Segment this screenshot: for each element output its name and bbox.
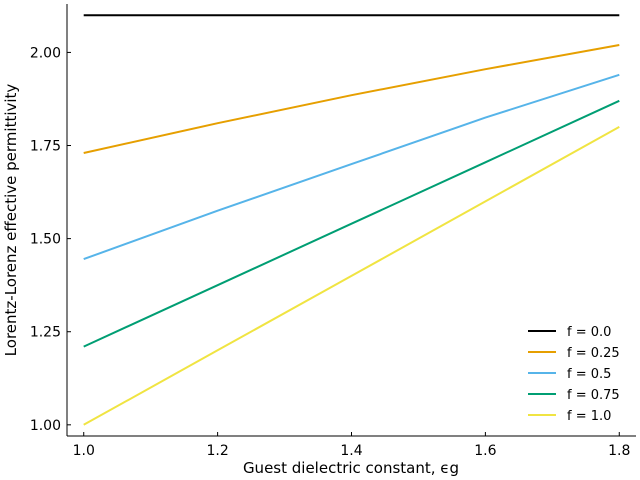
- y-tick-label: 2.00: [30, 45, 61, 61]
- series-line: [83, 126, 620, 426]
- legend-label: f = 1.0: [567, 409, 611, 424]
- series-line: [83, 44, 620, 154]
- legend-label: f = 0.25: [567, 346, 620, 361]
- axes: [66, 4, 636, 437]
- legend: f = 0.0 f = 0.25 f = 0.5 f = 0.75 f = 1.0: [528, 325, 620, 424]
- legend-label: f = 0.0: [567, 325, 611, 340]
- y-tick-label: 1.50: [30, 232, 61, 248]
- legend-label: f = 0.5: [567, 367, 611, 382]
- series-line: [83, 73, 620, 261]
- y-axis-label: Lorentz-Lorenz effective permittivity: [2, 84, 20, 357]
- legend-label: f = 0.75: [567, 388, 620, 403]
- ticks: 1.0 1.2 1.4 1.6 1.8 1.00 1.25 1.50 1.75 2.00: [30, 45, 631, 459]
- y-tick-label: 1.25: [30, 325, 61, 341]
- x-tick-label: 1.4: [340, 443, 362, 459]
- x-tick-label: 1.2: [206, 443, 228, 459]
- x-tick-label: 1.0: [73, 443, 95, 459]
- x-tick-label: 1.6: [474, 443, 496, 459]
- x-axis-label: Guest dielectric constant, ϵg: [243, 459, 459, 477]
- y-tick-label: 1.75: [30, 139, 61, 155]
- y-tick-label: 1.00: [30, 418, 61, 434]
- x-tick-label: 1.8: [608, 443, 630, 459]
- series-line: [83, 99, 620, 348]
- series-layer: [83, 14, 620, 426]
